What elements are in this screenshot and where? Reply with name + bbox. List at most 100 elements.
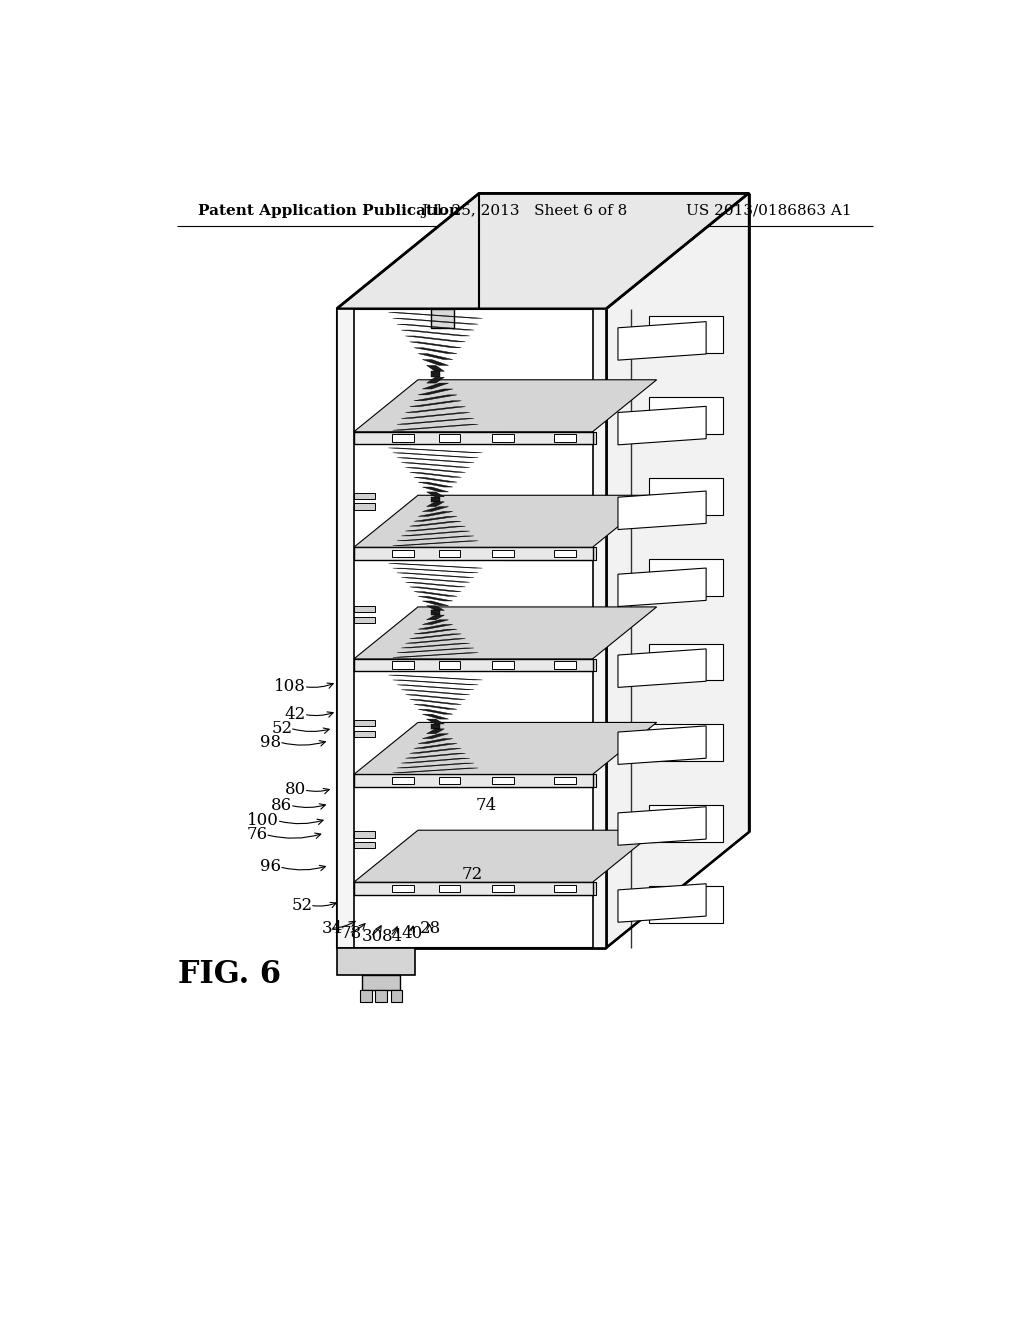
Bar [354, 492, 376, 499]
Polygon shape [418, 709, 453, 714]
Polygon shape [606, 193, 749, 948]
Polygon shape [397, 536, 474, 541]
Polygon shape [410, 401, 461, 407]
Polygon shape [431, 496, 440, 502]
Bar [504, 432, 596, 444]
Polygon shape [427, 366, 444, 371]
Bar [354, 842, 376, 849]
Polygon shape [649, 558, 723, 595]
Polygon shape [406, 407, 466, 413]
Bar [354, 832, 376, 838]
Text: 42: 42 [285, 706, 306, 723]
Circle shape [419, 661, 427, 669]
Polygon shape [410, 473, 461, 478]
Circle shape [535, 884, 543, 892]
Polygon shape [337, 193, 749, 309]
Polygon shape [401, 413, 470, 418]
Polygon shape [393, 541, 478, 545]
Bar [354, 659, 593, 671]
Circle shape [373, 661, 381, 669]
Circle shape [473, 884, 481, 892]
Polygon shape [406, 694, 466, 700]
Circle shape [343, 886, 349, 891]
Circle shape [343, 777, 349, 784]
Circle shape [535, 549, 543, 557]
Bar [392, 549, 414, 557]
Text: 28: 28 [420, 920, 441, 937]
Polygon shape [431, 610, 440, 615]
Bar [493, 884, 514, 892]
Text: US 2013/0186863 A1: US 2013/0186863 A1 [686, 203, 851, 218]
Polygon shape [397, 685, 474, 690]
Bar [354, 616, 376, 623]
Polygon shape [418, 389, 453, 395]
Polygon shape [418, 739, 453, 743]
Polygon shape [649, 317, 723, 354]
Bar [438, 661, 460, 669]
Polygon shape [422, 734, 449, 739]
Polygon shape [414, 630, 457, 634]
Bar [354, 503, 376, 510]
Bar [438, 434, 460, 442]
Bar [593, 309, 606, 948]
Circle shape [373, 776, 381, 784]
Polygon shape [427, 729, 444, 734]
Circle shape [535, 776, 543, 784]
Polygon shape [361, 974, 400, 990]
Circle shape [473, 549, 481, 557]
Polygon shape [422, 507, 449, 511]
Polygon shape [617, 407, 707, 445]
Bar [337, 309, 354, 948]
Bar [554, 884, 575, 892]
Polygon shape [393, 318, 478, 325]
Text: 40: 40 [401, 924, 422, 941]
Polygon shape [427, 502, 444, 507]
Polygon shape [427, 378, 444, 383]
Polygon shape [388, 564, 482, 568]
Bar [391, 990, 402, 1002]
Circle shape [373, 434, 381, 442]
Text: 52: 52 [291, 896, 312, 913]
Polygon shape [414, 516, 457, 521]
Circle shape [535, 434, 543, 442]
Polygon shape [354, 495, 656, 548]
Polygon shape [337, 948, 416, 974]
Polygon shape [406, 582, 466, 587]
Bar [493, 434, 514, 442]
Polygon shape [401, 643, 470, 648]
Polygon shape [422, 620, 449, 624]
Circle shape [343, 663, 349, 668]
Polygon shape [649, 886, 723, 923]
Bar [438, 549, 460, 557]
Polygon shape [354, 722, 656, 775]
Polygon shape [649, 805, 723, 842]
Bar [354, 719, 376, 726]
Text: FIG. 6: FIG. 6 [177, 960, 281, 990]
Polygon shape [649, 397, 723, 434]
Bar [392, 434, 414, 442]
Polygon shape [393, 768, 478, 774]
Text: 84: 84 [382, 928, 403, 945]
Polygon shape [393, 652, 478, 657]
Polygon shape [649, 644, 723, 681]
Polygon shape [397, 648, 474, 652]
Bar [392, 661, 414, 669]
Circle shape [343, 550, 349, 557]
Text: 96: 96 [260, 858, 282, 875]
Polygon shape [617, 568, 707, 607]
Text: 34: 34 [322, 920, 343, 937]
Bar [438, 776, 460, 784]
Polygon shape [406, 337, 466, 342]
Polygon shape [617, 884, 707, 923]
Polygon shape [431, 309, 454, 327]
Text: 78: 78 [340, 924, 361, 941]
Bar [554, 549, 575, 557]
Polygon shape [418, 482, 453, 487]
Polygon shape [422, 383, 449, 389]
Polygon shape [418, 511, 453, 516]
Polygon shape [410, 587, 461, 591]
Polygon shape [414, 743, 457, 748]
Polygon shape [397, 458, 474, 462]
Circle shape [419, 884, 427, 892]
Circle shape [473, 776, 481, 784]
